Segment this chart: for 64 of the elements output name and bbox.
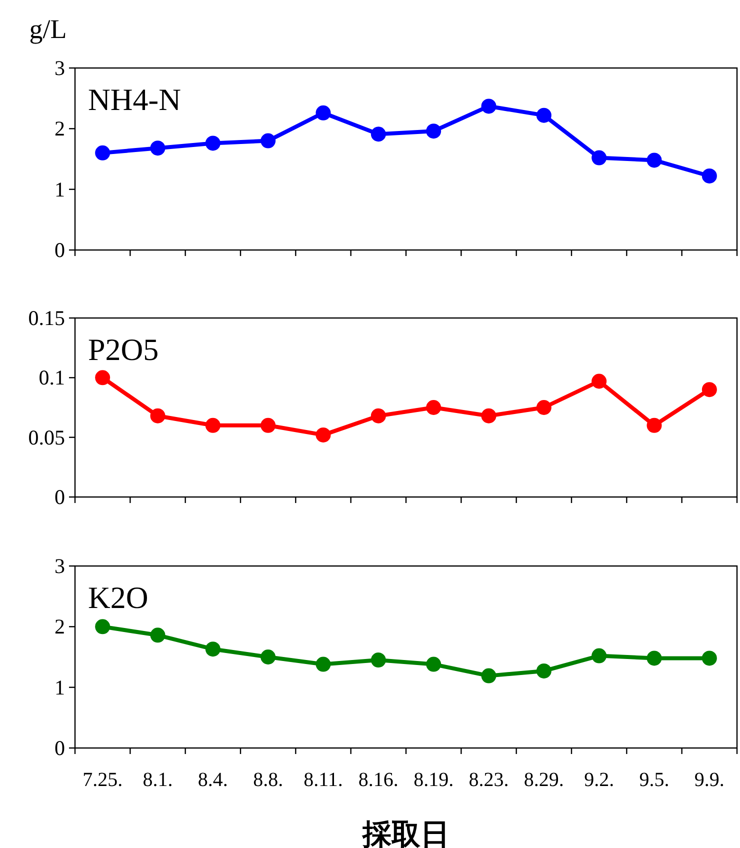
y-tick-label: 1 (54, 675, 65, 700)
x-tick-label: 8.19. (414, 769, 454, 791)
x-tick-label: 8.8. (253, 769, 284, 791)
point (150, 140, 166, 156)
point (702, 168, 717, 184)
point (592, 648, 607, 664)
point (95, 145, 110, 160)
x-tick-label: 8.29. (524, 769, 564, 791)
point (646, 650, 662, 666)
point (536, 663, 552, 678)
y-tick-label: 0 (54, 736, 65, 760)
point (370, 652, 386, 668)
y-tick-label: 0.15 (28, 306, 65, 330)
point (150, 628, 166, 643)
y-tick-label: 3 (54, 56, 65, 80)
y-tick-label: 1 (54, 177, 65, 202)
x-tick-label: 8.16. (358, 769, 398, 791)
x-tick-label: 7.25. (82, 769, 123, 791)
point (260, 133, 276, 148)
point (426, 656, 442, 672)
point (646, 152, 662, 168)
x-tick-label: 8.4. (198, 769, 228, 791)
point (205, 642, 220, 657)
x-tick-label: 9.2. (584, 769, 614, 791)
y-tick-label: 3 (54, 554, 65, 578)
point (260, 418, 276, 433)
y-axis-title: g/L (29, 14, 67, 44)
point (646, 418, 662, 433)
point (150, 408, 166, 424)
text: K2O (88, 580, 148, 615)
point (316, 656, 331, 672)
x-tick-label: 8.23. (468, 769, 509, 791)
point (592, 150, 607, 166)
point (205, 418, 220, 433)
y-tick-label: 0 (54, 485, 65, 509)
point (702, 382, 717, 398)
point (95, 619, 110, 634)
x-tick-label: 9.9. (694, 769, 724, 791)
point (260, 650, 276, 664)
point (481, 408, 496, 424)
point (702, 650, 717, 666)
point (205, 136, 220, 151)
x-tick-label: 8.11. (304, 769, 343, 791)
point (426, 124, 442, 139)
point (536, 400, 552, 415)
y-tick-label: 0.1 (38, 366, 65, 390)
point (536, 108, 552, 123)
y-tick-label: 0.05 (28, 425, 65, 450)
x-tick-label: 9.5. (639, 769, 670, 791)
point (426, 400, 442, 415)
point (370, 126, 386, 142)
point (370, 408, 386, 424)
text: NH4-N (88, 82, 181, 117)
point (481, 668, 496, 684)
y-tick-label: 0 (54, 238, 65, 262)
point (316, 427, 331, 442)
x-tick-label: 8.1. (142, 769, 173, 791)
y-tick-label: 2 (54, 614, 65, 639)
point (95, 370, 110, 386)
point (592, 374, 607, 389)
point (316, 105, 331, 120)
y-tick-label: 2 (54, 116, 65, 141)
text: P2O5 (88, 332, 159, 367)
point (481, 98, 496, 114)
